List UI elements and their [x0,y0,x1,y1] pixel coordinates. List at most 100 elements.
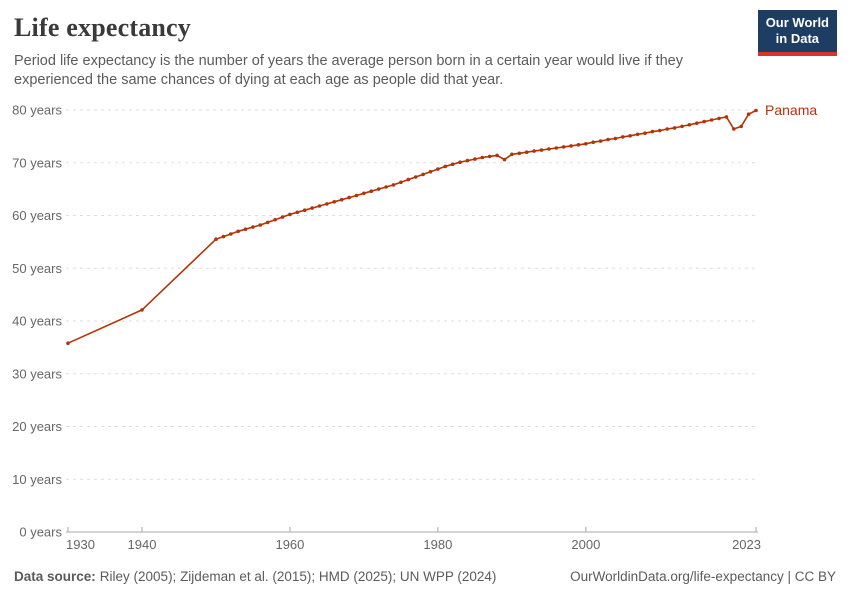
data-point[interactable] [643,131,647,135]
data-point[interactable] [487,154,492,159]
data-point[interactable] [687,123,692,127]
data-point[interactable] [376,187,381,191]
data-point[interactable] [554,146,559,150]
data-point[interactable] [539,148,544,152]
data-point[interactable] [295,210,300,215]
data-point[interactable] [532,149,536,153]
data-point[interactable] [243,227,248,231]
data-point[interactable] [591,140,595,144]
data-point[interactable] [480,155,485,160]
data-point[interactable] [517,151,522,156]
data-point[interactable] [347,195,351,200]
data-point[interactable] [584,142,588,146]
x-axis-label: 1940 [128,537,157,552]
series-label-panama[interactable]: Panama [765,102,817,118]
data-point[interactable] [598,139,603,143]
data-source-text: Riley (2005); Zijdeman et al. (2015); HM… [99,569,497,584]
x-axis-label: 2023 [732,537,761,552]
data-point[interactable] [221,234,226,239]
y-axis-label: 30 years [12,366,62,381]
data-point[interactable] [672,126,677,130]
data-point[interactable] [288,212,292,217]
data-point[interactable] [473,157,477,161]
data-point[interactable] [650,129,655,134]
data-point[interactable] [258,223,263,227]
data-point[interactable] [680,124,684,129]
data-point[interactable] [406,177,411,182]
data-point[interactable] [399,180,403,185]
data-point[interactable] [332,200,337,204]
data-point[interactable] [732,127,736,131]
chart-subtitle: Period life expectancy is the number of … [14,53,683,88]
data-point[interactable] [273,217,277,222]
data-point[interactable] [524,150,529,154]
data-point[interactable] [576,143,581,147]
data-point[interactable] [547,147,551,151]
data-point[interactable] [384,185,388,189]
data-source-label: Data source: [14,569,96,584]
data-point[interactable] [665,127,669,131]
data-point[interactable] [709,118,714,122]
x-axis-label: 1980 [423,537,452,552]
data-point[interactable] [458,160,462,164]
data-point[interactable] [621,135,625,139]
y-axis-label: 50 years [12,261,62,276]
data-point[interactable] [421,172,425,177]
y-axis-label: 0 years [19,525,62,540]
series-line-panama[interactable] [67,109,757,344]
data-point[interactable] [702,119,706,124]
data-point[interactable] [325,202,329,206]
data-point[interactable] [251,225,255,229]
data-point[interactable] [495,153,499,158]
data-point[interactable] [658,128,662,133]
page-title: Life expectancy [14,13,192,42]
data-point[interactable] [317,204,322,208]
data-point[interactable] [280,215,285,219]
x-axis-label: 1930 [66,537,95,552]
data-point[interactable] [302,208,307,212]
data-point[interactable] [717,116,721,121]
data-point[interactable] [214,237,218,241]
data-point[interactable] [724,115,729,119]
y-axis-label: 40 years [12,314,62,329]
x-axis-label: 2000 [571,537,600,552]
y-axis-label: 80 years [12,103,62,118]
data-point[interactable] [310,206,314,210]
data-point[interactable] [362,191,366,196]
data-point[interactable] [66,341,70,346]
data-point[interactable] [510,152,514,157]
data-point[interactable] [569,144,573,148]
data-point[interactable] [265,220,270,225]
y-axis-label: 70 years [12,155,62,170]
owid-logo[interactable]: Our World in Data [757,10,837,56]
data-point[interactable] [739,124,743,129]
data-point[interactable] [339,197,344,202]
owid-logo-line2: in Data [775,31,820,47]
data-point[interactable] [369,189,374,193]
data-point[interactable] [236,229,240,234]
data-point[interactable] [754,108,758,113]
data-point[interactable] [443,164,448,169]
data-point[interactable] [140,308,144,312]
data-point[interactable] [354,193,359,198]
y-axis-label: 20 years [12,419,62,434]
data-point[interactable] [229,232,233,236]
data-point[interactable] [413,175,418,179]
data-point[interactable] [695,121,699,125]
data-point[interactable] [391,183,396,187]
owid-url-license-link[interactable]: OurWorldinData.org/life-expectancy | CC … [570,569,836,584]
data-point[interactable] [502,157,507,162]
data-point[interactable] [465,158,470,163]
data-point[interactable] [428,169,433,174]
data-point[interactable] [613,136,618,141]
data-point[interactable] [628,134,632,138]
data-point[interactable] [746,112,751,116]
y-axis-label: 60 years [12,208,62,223]
data-point[interactable] [606,137,610,142]
data-point[interactable] [450,162,455,167]
data-point[interactable] [635,132,640,137]
data-point[interactable] [436,167,440,171]
data-point[interactable] [561,145,566,149]
